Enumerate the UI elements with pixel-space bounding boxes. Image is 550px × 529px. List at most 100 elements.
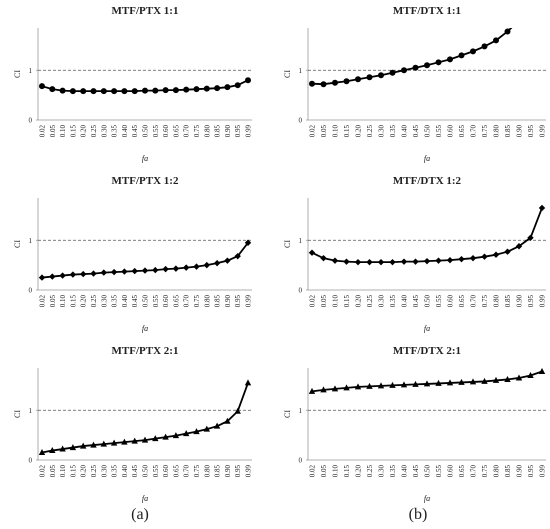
x-tick-label: 0.20 (355, 465, 363, 478)
x-axis-label: fa (142, 324, 148, 333)
y-tick-label: 0 (299, 117, 303, 125)
data-point (366, 258, 373, 266)
data-point (343, 384, 350, 391)
y-axis-label: CI (283, 410, 292, 418)
x-tick-label: 0.60 (162, 295, 170, 308)
x-tick-label: 0.95 (234, 295, 242, 308)
x-tick-label: 0.55 (152, 295, 160, 308)
data-point (131, 267, 138, 275)
y-axis-label: CI (13, 410, 22, 418)
x-tick-label: 0.05 (320, 295, 328, 308)
x-tick-label: 0.95 (527, 465, 535, 478)
x-tick-label: 0.65 (458, 465, 466, 478)
data-point (516, 18, 522, 24)
data-point (203, 425, 210, 432)
data-point (59, 87, 66, 94)
data-point (527, 371, 534, 378)
x-tick-label: 0.70 (470, 125, 478, 138)
data-point (69, 271, 77, 278)
data-point (378, 72, 384, 79)
y-tick-label: 0 (29, 287, 33, 295)
data-point (308, 387, 316, 394)
data-point (331, 385, 339, 392)
x-tick-label: 0.40 (121, 465, 129, 478)
data-point (69, 444, 77, 451)
x-tick-label: 0.45 (131, 295, 139, 308)
data-point (152, 266, 159, 274)
x-tick-label: 0.65 (458, 295, 466, 308)
x-tick-label: 0.45 (131, 125, 139, 138)
x-tick-label: 0.40 (401, 465, 409, 478)
data-point (481, 377, 488, 384)
x-tick-label: 0.30 (100, 295, 108, 308)
data-point (111, 88, 118, 95)
data-point (203, 261, 210, 269)
data-point (320, 254, 327, 262)
data-point (515, 243, 523, 250)
data-point (446, 379, 454, 386)
x-tick-label: 0.65 (172, 465, 180, 478)
x-tick-label: 0.75 (193, 125, 201, 138)
data-point (214, 85, 221, 92)
x-tick-label: 0.20 (80, 465, 88, 478)
data-point (172, 265, 180, 272)
y-axis-label: CI (283, 70, 292, 78)
chart-title: MTF/DTX 1:2 (393, 175, 462, 187)
data-point (343, 78, 350, 85)
data-point (234, 82, 241, 89)
data-point (213, 422, 221, 429)
chart-title: MTF/DTX 1:1 (393, 5, 461, 17)
x-tick-label: 0.40 (121, 295, 129, 308)
data-point (49, 273, 56, 280)
data-point (90, 441, 97, 448)
data-point (162, 433, 169, 440)
data-point (343, 258, 350, 265)
x-tick-label: 0.50 (424, 125, 432, 138)
x-tick-label: 0.85 (214, 125, 222, 138)
x-tick-label: 0.10 (59, 125, 67, 138)
plot-area (39, 77, 251, 95)
plot-area (308, 204, 546, 266)
y-axis-label: CI (13, 240, 22, 248)
x-tick-label: 0.55 (152, 125, 160, 138)
x-tick-label: 0.55 (435, 125, 443, 138)
x-tick-label: 0.80 (203, 125, 211, 138)
data-point (141, 436, 149, 443)
data-point (447, 56, 453, 63)
x-tick-label: 0.70 (183, 125, 191, 138)
x-tick-label: 0.75 (481, 465, 489, 478)
plot-area (309, 18, 522, 88)
x-tick-label: 0.85 (214, 295, 222, 308)
y-tick-label: 1 (299, 407, 303, 415)
data-point (49, 86, 56, 93)
data-point (377, 382, 385, 389)
x-tick-label: 0.55 (435, 465, 443, 478)
x-tick-label: 0.95 (527, 295, 535, 308)
x-tick-label: 0.85 (504, 295, 512, 308)
data-point (69, 88, 76, 95)
x-tick-label: 0.95 (234, 465, 242, 478)
x-tick-label: 0.40 (401, 125, 409, 138)
x-tick-label: 0.70 (183, 295, 191, 308)
data-point (469, 378, 477, 385)
data-point (193, 428, 200, 435)
x-tick-label: 0.99 (245, 295, 253, 308)
data-point (458, 52, 465, 59)
x-tick-label: 0.70 (470, 465, 478, 478)
data-point (131, 437, 138, 444)
data-point (244, 239, 252, 246)
data-point (224, 417, 231, 424)
data-point (377, 258, 385, 266)
data-point (142, 87, 148, 94)
x-tick-label: 0.05 (49, 125, 57, 138)
chart-title: MTF/PTX 2:1 (112, 345, 179, 357)
x-tick-label: 0.65 (172, 125, 180, 138)
x-tick-label: 0.20 (355, 125, 363, 138)
data-point (183, 430, 190, 437)
data-point (110, 439, 118, 446)
x-tick-label: 0.10 (332, 465, 340, 478)
data-point (492, 251, 500, 258)
x-tick-label: 0.70 (183, 465, 191, 478)
x-tick-label: 0.30 (100, 125, 108, 138)
